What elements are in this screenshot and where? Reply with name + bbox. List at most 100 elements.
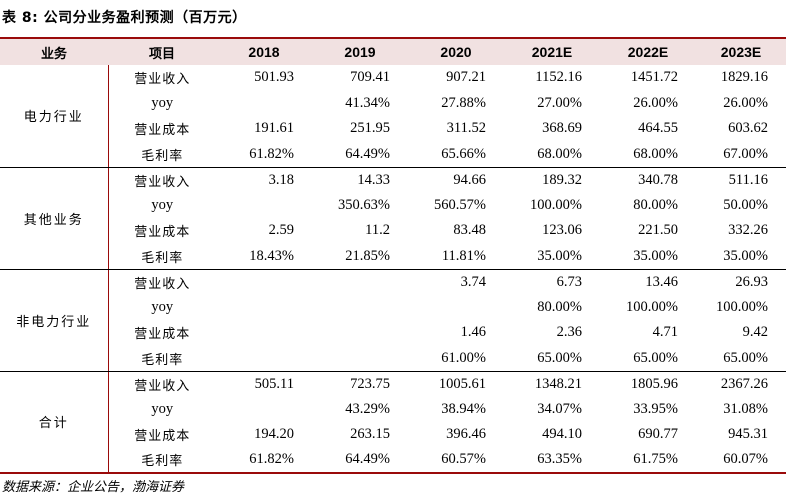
value-cell: 65.00% (600, 345, 696, 372)
table-row: yoy 350.63% 560.57% 100.00% 80.00% 50.00% (0, 193, 786, 219)
value-cell: 6.73 (556, 273, 582, 290)
value-cell: 1005.61 (438, 375, 486, 392)
row-item: 营业成本 (134, 123, 191, 139)
value-cell: 3.18 (268, 171, 294, 188)
value-cell: 41.34% (345, 94, 390, 111)
value-cell (216, 91, 312, 117)
header-year: 2023E (720, 44, 762, 60)
value-cell (216, 193, 312, 219)
table-title: 表 8: 公司分业务盈利预测（百万元） (2, 10, 247, 26)
value-cell: 100.00% (716, 298, 768, 315)
value-cell: 2367.26 (720, 375, 768, 392)
value-cell: 511.16 (728, 171, 768, 188)
value-cell: 100.00% (530, 196, 582, 213)
value-cell: 26.00% (723, 94, 768, 111)
value-cell: 60.07% (696, 447, 786, 474)
row-item: 毛利率 (108, 345, 216, 372)
row-item: 营业收入 (134, 72, 191, 88)
table-row: 营业成本 1.46 2.36 4.71 9.42 (0, 320, 786, 346)
forecast-table: 业务 项目 2018 2019 2020 2021E 2022E 2023E 电… (0, 37, 786, 474)
value-cell: 80.00% (537, 298, 582, 315)
value-cell: 35.00% (600, 243, 696, 270)
value-cell: 14.33 (357, 171, 390, 188)
value-cell: 907.21 (446, 69, 486, 86)
value-cell: 560.57% (434, 196, 486, 213)
value-cell: 251.95 (350, 120, 390, 137)
row-item: 营业成本 (134, 225, 191, 241)
value-cell: 68.00% (600, 141, 696, 168)
table-row: 电力行业 营业收入 501.93 709.41 907.21 1152.16 1451.72… (0, 65, 786, 168)
value-cell: 35.00% (696, 243, 786, 270)
value-cell: 2.59 (268, 222, 294, 239)
value-cell: 3.74 (460, 273, 486, 290)
value-cell: 945.31 (728, 426, 768, 443)
value-cell: 191.61 (254, 120, 294, 137)
value-cell: 38.94% (441, 400, 486, 417)
value-cell: 61.82% (216, 141, 312, 168)
value-cell: 221.50 (638, 222, 678, 239)
row-item: 毛利率 (108, 447, 216, 474)
value-cell: 194.20 (254, 426, 294, 443)
table-row: 毛利率 61.00% 65.00% 65.00% 65.00% (0, 345, 786, 372)
row-item: 营业收入 (134, 378, 191, 394)
value-cell: 50.00% (723, 196, 768, 213)
table-row: 营业成本 2.59 11.2 83.48 123.06 221.50 332.26 (0, 218, 786, 244)
row-item: 营业成本 (134, 429, 191, 445)
value-cell (216, 345, 312, 372)
value-cell: 21.85% (312, 243, 408, 270)
table-row: 毛利率 61.82% 64.49% 65.66% 68.00% 68.00% 67.00% (0, 141, 786, 168)
header-segment: 业务 (40, 46, 67, 62)
value-cell: 709.41 (350, 69, 390, 86)
value-cell (216, 295, 312, 321)
value-cell: 18.43% (216, 243, 312, 270)
value-cell: 33.95% (633, 400, 678, 417)
value-cell: 80.00% (633, 196, 678, 213)
header-year: 2020 (440, 44, 472, 60)
header-year: 2019 (344, 44, 376, 60)
segment-name: 其他业务 (0, 167, 109, 270)
value-cell: 68.00% (504, 141, 600, 168)
row-item: yoy (151, 196, 174, 213)
row-item: 营业收入 (134, 276, 191, 292)
value-cell (216, 320, 312, 346)
value-cell: 690.77 (638, 426, 678, 443)
table-row: 营业成本 194.20 263.15 396.46 494.10 690.77 945.31 (0, 422, 786, 448)
table-row: 毛利率 18.43% 21.85% 11.81% 35.00% 35.00% 35.00% (0, 243, 786, 270)
value-cell: 61.75% (600, 447, 696, 474)
value-cell: 263.15 (350, 426, 390, 443)
table-row: yoy 80.00% 100.00% 100.00% (0, 295, 786, 321)
value-cell: 35.00% (504, 243, 600, 270)
value-cell: 13.46 (645, 273, 678, 290)
table-body: 电力行业 营业收入 501.93 709.41 907.21 1152.16 1451.72… (0, 65, 786, 474)
value-cell: 311.52 (446, 120, 486, 137)
value-cell: 43.29% (345, 400, 390, 417)
row-item: 营业成本 (134, 327, 191, 343)
header-row: 业务 项目 2018 2019 2020 2021E 2022E 2023E (0, 38, 786, 65)
value-cell: 9.42 (742, 324, 768, 341)
value-cell (312, 269, 408, 295)
value-cell: 340.78 (638, 171, 678, 188)
value-cell (312, 320, 408, 346)
value-cell: 1152.16 (535, 69, 582, 86)
row-item: yoy (151, 94, 174, 111)
value-cell (216, 397, 312, 423)
value-cell: 61.00% (408, 345, 504, 372)
table-row: 毛利率 61.82% 64.49% 60.57% 63.35% 61.75% 60.07% (0, 447, 786, 474)
value-cell: 123.06 (542, 222, 582, 239)
value-cell: 11.81% (408, 243, 504, 270)
value-cell: 1451.72 (630, 69, 678, 86)
value-cell: 350.63% (338, 196, 390, 213)
value-cell: 34.07% (537, 400, 582, 417)
segment-name: 电力行业 (0, 65, 109, 168)
value-cell: 94.66 (453, 171, 486, 188)
value-cell: 723.75 (350, 375, 390, 392)
value-cell: 63.35% (504, 447, 600, 474)
value-cell: 189.32 (542, 171, 582, 188)
value-cell: 60.57% (408, 447, 504, 474)
value-cell: 4.71 (652, 324, 678, 341)
table-row: 其他业务 营业收入 3.18 14.33 94.66 189.32 340.78 511.16 (0, 167, 786, 270)
value-cell: 65.66% (408, 141, 504, 168)
value-cell (312, 345, 408, 372)
header-year: 2018 (248, 44, 280, 60)
table-row: yoy 43.29% 38.94% 34.07% 33.95% 31.08% (0, 397, 786, 423)
